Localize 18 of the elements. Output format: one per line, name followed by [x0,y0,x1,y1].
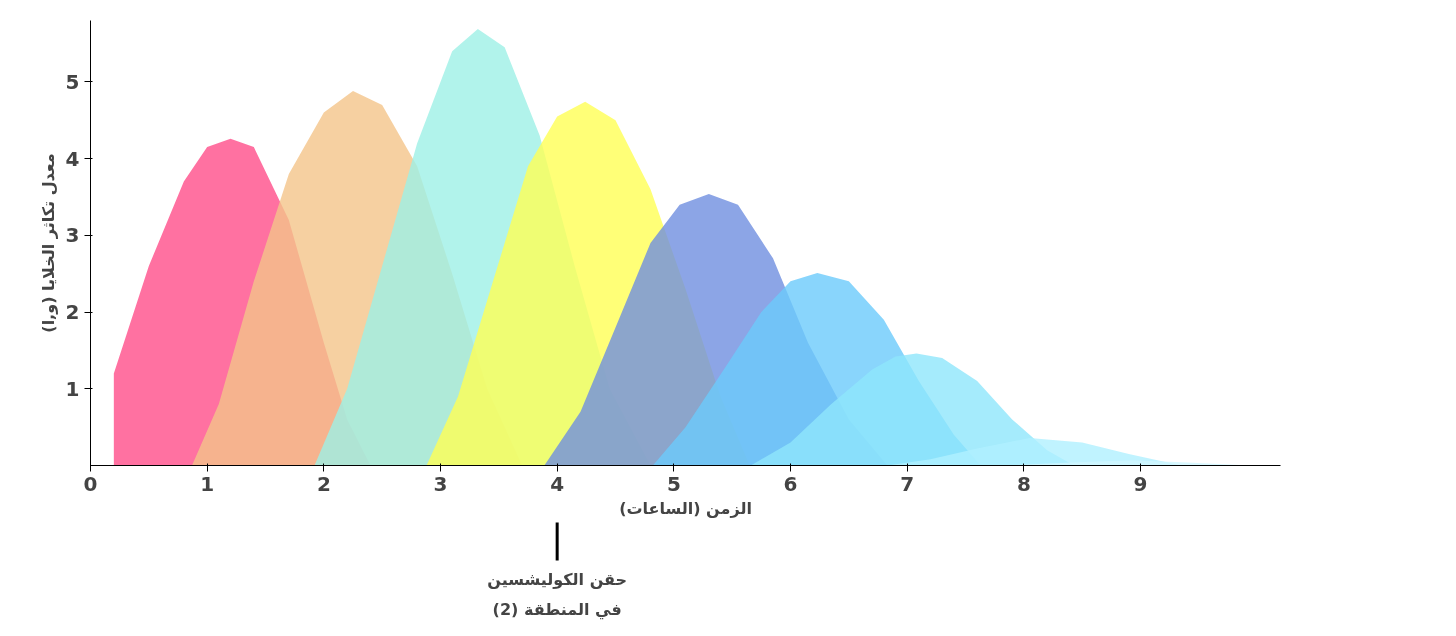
y-axis-title: معدل تكاثر الخلايا (و,ا) [38,153,58,333]
x-tick-label: 2 [316,471,331,496]
y-tick-label: 3 [65,223,80,248]
x-tick-label: 1 [200,471,215,496]
x-tick-label: 0 [83,471,98,496]
y-tick-label: 4 [65,146,80,171]
x-tick-label: 8 [1016,471,1031,496]
x-tick-label: 9 [1133,471,1148,496]
x-tick-label: 6 [783,471,798,496]
x-tick-label: 5 [666,471,681,496]
ref-line-label: حقن الكوليشسين في المنطقة (2) [487,569,628,620]
y-tick-label: 5 [65,69,80,94]
y-tick-label: 1 [65,376,80,401]
y-tick-label: 2 [65,300,80,325]
x-tick-label: 7 [900,471,915,496]
x-tick-label: 3 [433,471,448,496]
x-axis-title: الزمن (الساعات) [619,498,752,518]
x-tick-label: 4 [550,471,565,496]
